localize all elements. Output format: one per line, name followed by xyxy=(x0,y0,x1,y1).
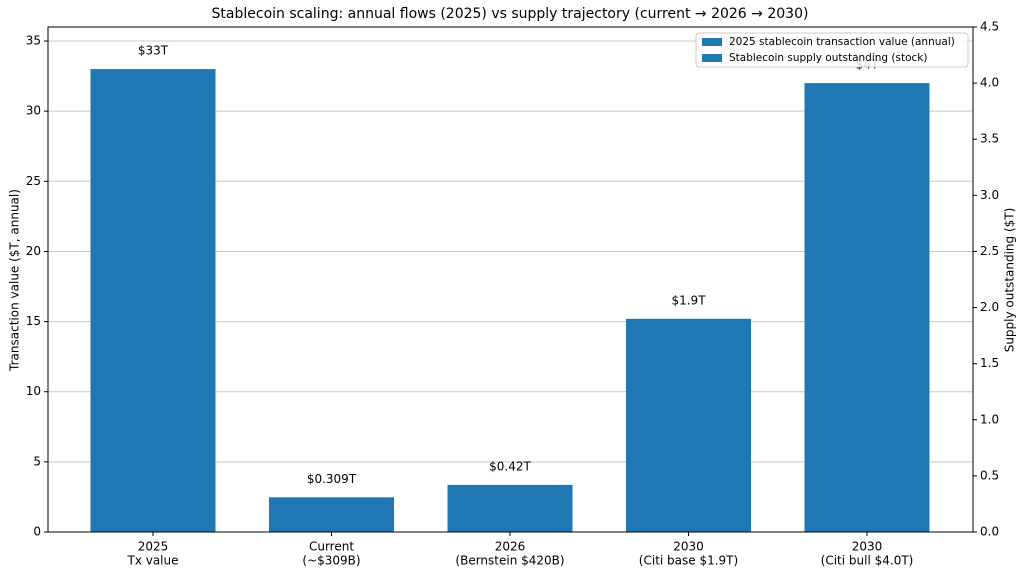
x-tick-label: (Bernstein $420B) xyxy=(455,554,564,568)
y-tick-label: 20 xyxy=(26,244,41,258)
value-label: $33T xyxy=(138,44,169,58)
legend: 2025 stablecoin transaction value (annua… xyxy=(695,32,969,68)
legend-label: Stablecoin supply outstanding (stock) xyxy=(729,52,927,64)
bar xyxy=(269,497,394,532)
x-tick-label: Current xyxy=(309,540,354,554)
y-tick-label: 30 xyxy=(26,104,41,118)
legend-swatch xyxy=(702,54,722,62)
bar xyxy=(90,69,216,532)
legend-frame xyxy=(695,32,969,68)
chart-title: Stablecoin scaling: annual flows (2025) … xyxy=(212,6,809,22)
y-tick-label: 15 xyxy=(26,314,41,328)
y2-tick-label: 1.5 xyxy=(980,356,999,370)
y-tick-label: 5 xyxy=(33,454,41,468)
y2-tick-label: 1.0 xyxy=(980,412,999,426)
y2-tick-label: 3.0 xyxy=(980,188,999,202)
value-label: $0.309T xyxy=(307,472,357,486)
x-tick-label: (Citi bull $4.0T) xyxy=(821,554,914,568)
x-tick-label: 2030 xyxy=(673,540,704,554)
x-tick-label: 2026 xyxy=(495,540,526,554)
legend-label: 2025 stablecoin transaction value (annua… xyxy=(729,36,955,48)
y2-tick-label: 4.0 xyxy=(980,76,999,90)
x-tick-label: Tx value xyxy=(126,554,178,568)
y-tick-label: 35 xyxy=(26,34,41,48)
x-tick-label: 2025 xyxy=(138,540,169,554)
y-tick-label: 0 xyxy=(33,525,41,539)
plot-frame xyxy=(47,26,974,533)
y-axis-label: Transaction value ($T, annual) xyxy=(8,189,22,372)
x-tick-label: (~$309B) xyxy=(302,554,360,568)
y2-tick-label: 2.5 xyxy=(980,244,999,258)
y2-tick-label: 2.0 xyxy=(980,300,999,314)
bar xyxy=(804,83,930,532)
legend-swatch xyxy=(702,38,722,46)
x-tick-label: 2030 xyxy=(852,540,883,554)
bar xyxy=(447,484,573,532)
y2-tick-label: 3.5 xyxy=(980,132,999,146)
x-tick-label: (Citi base $1.9T) xyxy=(639,554,738,568)
y-tick-label: 25 xyxy=(26,174,41,188)
value-label: $1.9T xyxy=(671,293,706,307)
y2-tick-label: 0.5 xyxy=(980,468,999,482)
value-label: $0.42T xyxy=(489,459,531,473)
bar xyxy=(626,318,751,532)
y2-tick-label: 4.5 xyxy=(980,20,999,34)
y2-axis-label: Supply outstanding ($T) xyxy=(1003,208,1017,353)
y-tick-label: 10 xyxy=(26,384,41,398)
y2-tick-label: 0.0 xyxy=(980,525,999,539)
